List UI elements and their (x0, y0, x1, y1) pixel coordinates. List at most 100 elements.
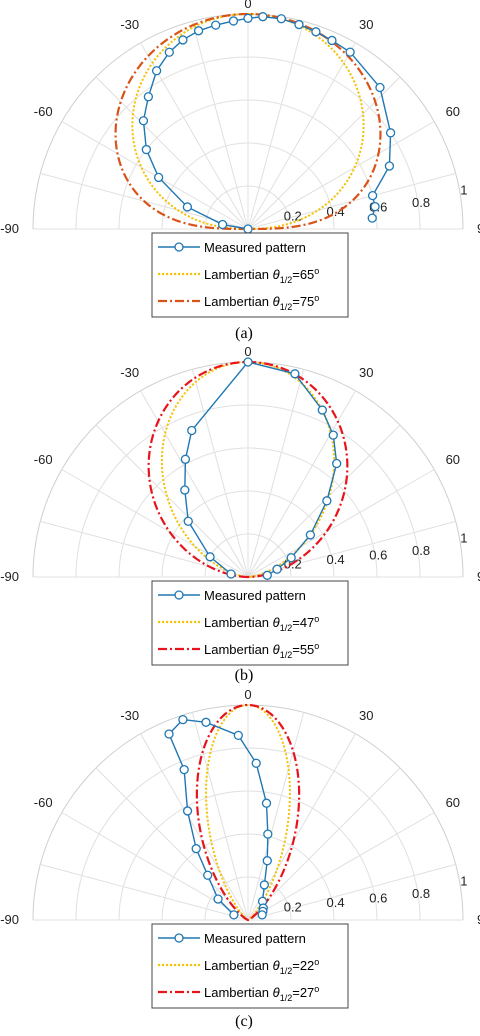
data-point (332, 458, 342, 469)
series-line-measured (184, 361, 338, 576)
data-point (257, 910, 267, 920)
polar-chart-2: -90 -60 -30 0 30 60 90 0.2 0.4 0.6 0.8 1 Measured pa… (0, 687, 480, 1030)
angle-tick-label: 60 (446, 104, 460, 119)
angle-tick-label: 0 (244, 0, 251, 11)
angular-grid-spoke (247, 812, 435, 921)
legend-label: Measured pattern (204, 240, 306, 255)
legend-label-part: =65 (292, 267, 314, 282)
radial-tick-label: 0.4 (326, 895, 344, 910)
legend-label: Lambertian θ1/2=27o (204, 984, 319, 1003)
data-point (262, 570, 272, 580)
angle-tick-label: -90 (0, 569, 19, 584)
data-point (141, 144, 151, 155)
series-line-lambertian-75 (114, 12, 382, 231)
angular-grid-spoke (61, 469, 249, 578)
data-point (327, 35, 337, 46)
data-point (205, 552, 215, 562)
legend-label: Lambertian θ1/2=65o (204, 266, 319, 285)
angular-grid-spoke (140, 733, 249, 921)
data-point (276, 14, 286, 24)
angle-tick-label: 30 (359, 365, 373, 380)
series-line-lambertian-22 (205, 703, 291, 921)
legend-label-part: θ (273, 958, 280, 973)
legend-label-part: =22 (292, 958, 314, 973)
legend-label-part: Lambertian (204, 267, 273, 282)
data-point (203, 870, 213, 880)
angular-grid-spoke (95, 424, 249, 578)
angle-tick-label: 0 (244, 687, 251, 702)
polar-grid (32, 13, 464, 230)
angle-tick-label: -60 (34, 104, 53, 119)
angular-grid-spoke (95, 767, 249, 921)
data-point (384, 161, 395, 171)
legend-label-part: θ (273, 615, 280, 630)
angle-tick-label: -30 (120, 708, 139, 723)
angle-tick-label: -60 (34, 452, 53, 467)
data-point (229, 910, 239, 920)
angle-tick-label: 90 (477, 569, 480, 584)
legend-label-part: o (314, 266, 319, 276)
angular-grid-spoke (191, 712, 249, 921)
data-point (138, 116, 149, 126)
legend-label-part: Lambertian (204, 985, 273, 1000)
data-point (262, 856, 272, 866)
data-point (213, 894, 223, 904)
angular-grid-spoke (40, 520, 249, 578)
data-point (201, 717, 211, 727)
angular-grid-spoke (247, 712, 305, 921)
data-point (164, 729, 174, 739)
angular-grid-spoke (61, 812, 249, 921)
radial-tick-label: 0.4 (326, 552, 344, 567)
legend-label-part: 1/2 (280, 966, 293, 976)
data-point (328, 430, 338, 440)
data-point (345, 47, 355, 57)
data-point (243, 224, 253, 234)
legend-label-part: 1/2 (280, 993, 293, 1003)
angular-grid-spoke (247, 520, 456, 578)
data-point (385, 128, 396, 138)
data-point (367, 190, 378, 201)
angle-tick-label: -90 (0, 912, 19, 927)
data-point (261, 798, 272, 808)
legend-label-part: =27 (292, 985, 314, 1000)
angle-tick-label: -30 (120, 17, 139, 32)
legend-label-part: =75 (292, 294, 314, 309)
data-point (153, 172, 164, 183)
angular-grid-spoke (247, 469, 435, 578)
legend-label-part: 1/2 (280, 302, 293, 312)
legend-label-part: o (314, 614, 319, 624)
legend-label: Measured pattern (204, 931, 306, 946)
angle-tick-label: 60 (446, 795, 460, 810)
data-point (217, 219, 228, 230)
angle-tick-label: 30 (359, 708, 373, 723)
data-point (180, 454, 191, 464)
legend-label: Lambertian θ1/2=55o (204, 641, 319, 660)
data-point (311, 27, 321, 37)
legend-label-part: o (314, 984, 319, 994)
legend-label-part: o (314, 957, 319, 967)
angular-grid-spoke (40, 863, 249, 921)
angle-tick-label: -30 (120, 365, 139, 380)
angular-grid-spoke (247, 767, 401, 921)
data-point (182, 202, 193, 212)
angular-grid-spoke (247, 172, 456, 230)
angular-grid-spoke (247, 21, 305, 230)
legend-label-part: θ (273, 294, 280, 309)
series-line-measured (142, 15, 392, 230)
legend-marker (174, 242, 184, 252)
polar-grid (32, 361, 464, 578)
radial-tick-label: 1 (460, 874, 467, 889)
panel-caption: (c) (235, 1013, 253, 1030)
legend-label: Lambertian θ1/2=22o (204, 957, 319, 976)
legend-label-part: 1/2 (280, 275, 293, 285)
data-point (183, 516, 193, 526)
data-point (272, 564, 282, 574)
data-point (317, 405, 327, 415)
legend-label: Measured pattern (204, 588, 306, 603)
data-point (178, 714, 188, 725)
angular-grid-spoke (247, 863, 456, 921)
